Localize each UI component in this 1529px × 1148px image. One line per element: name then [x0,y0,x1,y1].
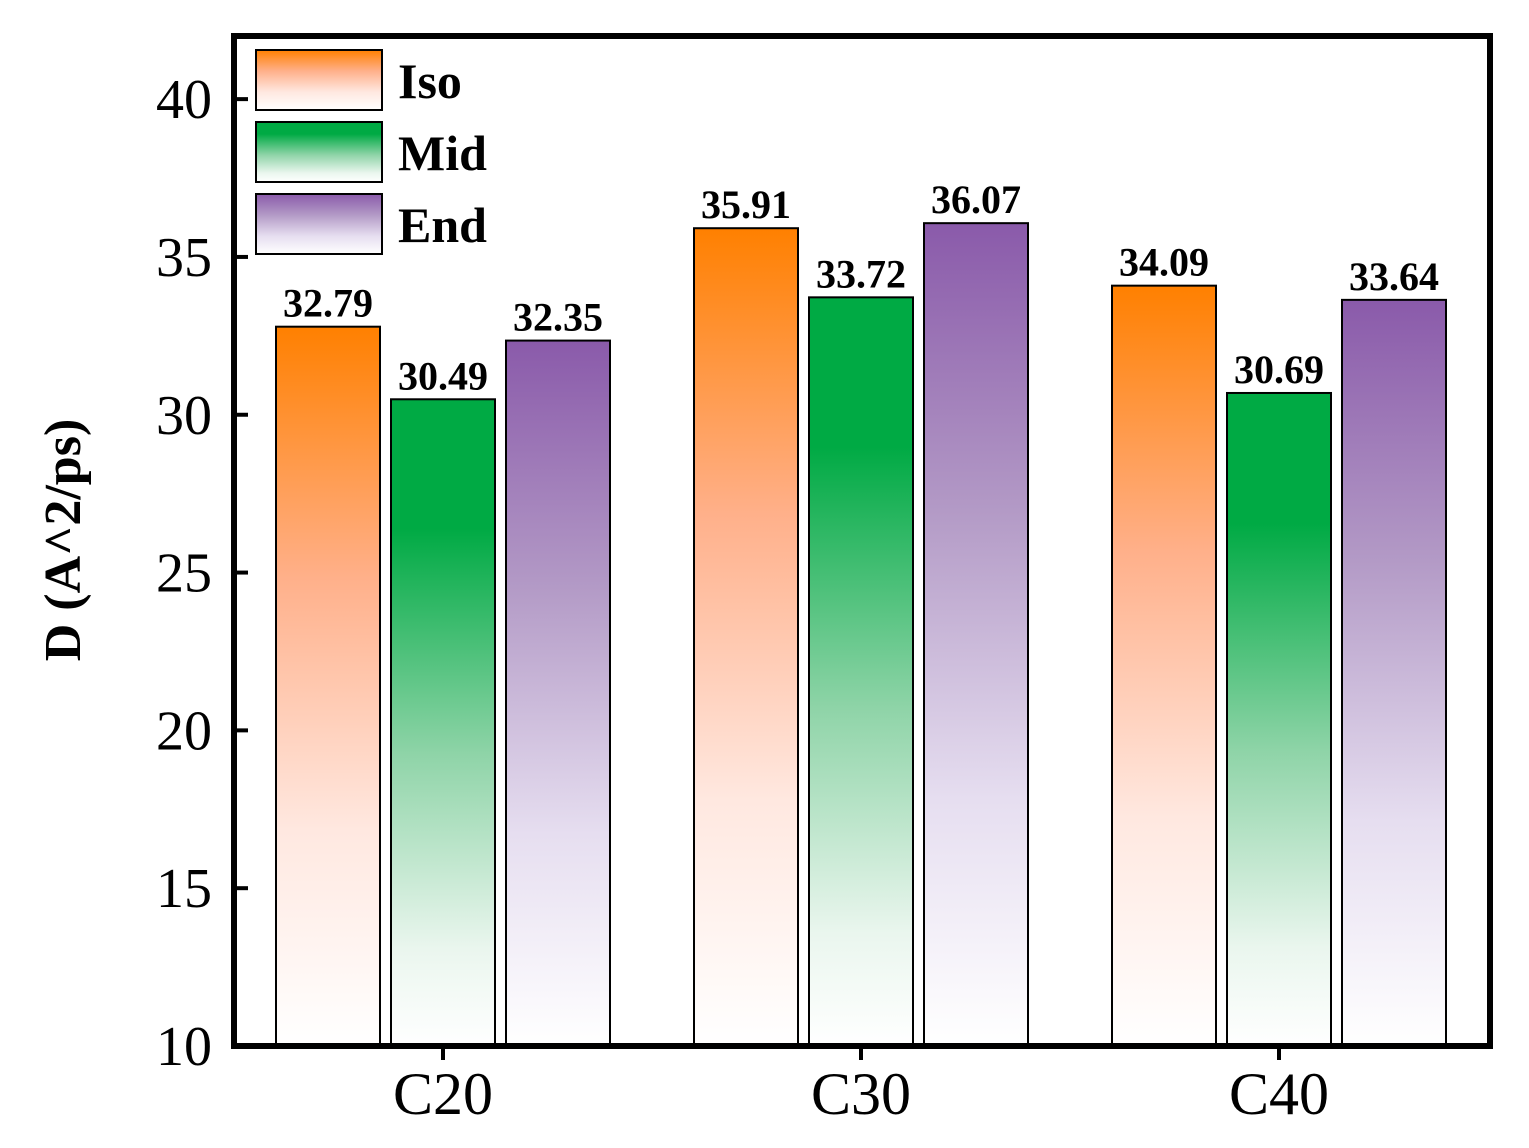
y-tick-label: 25 [156,543,212,605]
y-tick-label: 20 [156,700,212,762]
value-label-mid-c30: 33.72 [816,251,906,296]
y-axis-label: D (A^2/ps) [35,419,92,662]
value-label-mid-c20: 30.49 [398,353,488,398]
value-labels: 32.79 30.49 32.35 35.91 33.72 36.07 34.09 30.69… [283,177,1439,398]
bar-end-c20 [505,339,611,1047]
legend-label-iso: Iso [398,53,462,109]
legend-swatch-end [255,193,383,255]
x-axis-ticks: C20 C30 C40 [393,1046,1329,1127]
legend-label-mid: Mid [398,125,487,181]
bar-iso-c20 [275,325,381,1047]
legend-swatch-mid [255,121,383,183]
bars [275,222,1447,1047]
y-tick-label: 10 [156,1016,212,1078]
value-label-end-c40: 33.64 [1349,254,1439,299]
value-label-iso-c30: 35.91 [701,182,791,227]
y-axis-ticks: 10 15 20 25 30 35 40 [156,69,248,1078]
value-label-iso-c40: 34.09 [1119,240,1209,285]
bar-end-c40 [1341,298,1447,1047]
bar-end-c30 [923,222,1029,1047]
legend-swatch-iso [255,49,383,111]
bar-iso-c40 [1111,284,1217,1047]
value-label-end-c20: 32.35 [513,295,603,340]
x-tick-label-c20: C20 [393,1061,493,1127]
bar-mid-c30 [808,296,914,1047]
bar-mid-c20 [390,398,496,1047]
plot-frame [231,33,1493,1049]
y-tick-label: 35 [156,227,212,289]
legend: Iso Mid End [255,49,487,255]
y-tick-label: 30 [156,385,212,447]
legend-label-end: End [398,197,487,253]
y-tick-label: 15 [156,858,212,920]
bar-iso-c30 [693,227,799,1047]
x-tick-label-c30: C30 [811,1061,911,1127]
y-tick-label: 40 [156,69,212,131]
value-label-mid-c40: 30.69 [1234,347,1324,392]
x-tick-label-c40: C40 [1229,1061,1329,1127]
value-label-end-c30: 36.07 [931,177,1021,222]
value-label-iso-c20: 32.79 [283,281,373,326]
bar-mid-c40 [1226,391,1332,1047]
